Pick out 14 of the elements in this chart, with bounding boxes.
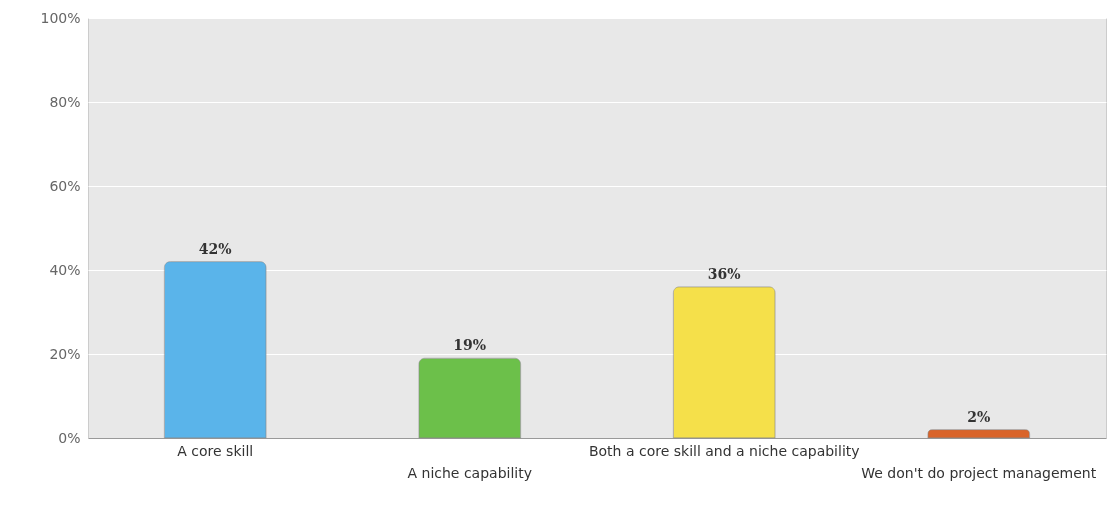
y-tick-label: 0% <box>58 429 81 446</box>
y-tick-label: 80% <box>49 93 81 110</box>
data-label: 36% <box>707 265 741 282</box>
data-label: 2% <box>967 408 991 425</box>
x-tick-label: Both a core skill and a niche capability <box>588 442 860 459</box>
y-tick-label: 20% <box>49 345 81 362</box>
y-tick-label: 100% <box>40 9 81 26</box>
x-tick-label: A niche capability <box>407 464 532 481</box>
y-tick-label: 40% <box>49 261 81 278</box>
y-tick-label: 60% <box>49 177 81 194</box>
data-label: 19% <box>453 337 487 354</box>
data-label: 42% <box>198 240 232 257</box>
x-tick-label: A core skill <box>177 442 254 459</box>
x-tick-label: We don't do project management <box>861 464 1097 481</box>
